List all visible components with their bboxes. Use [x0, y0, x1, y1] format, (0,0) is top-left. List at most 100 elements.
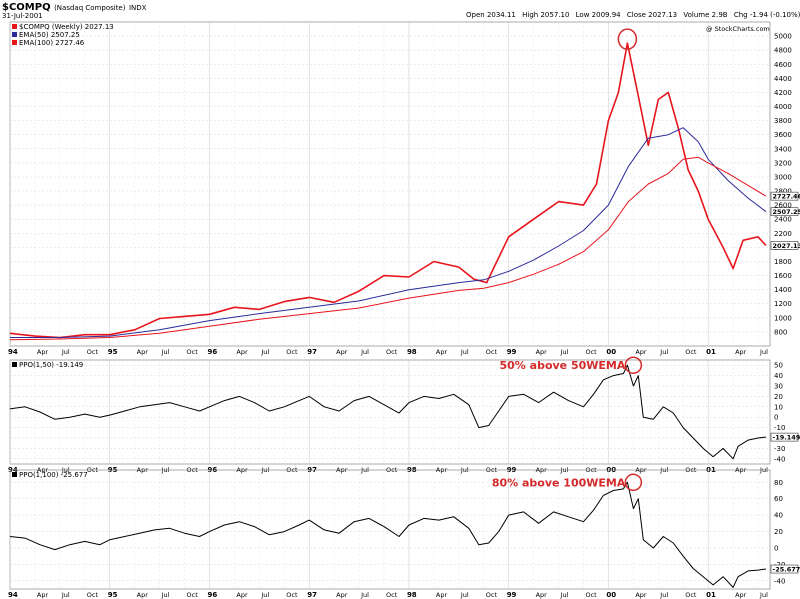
axis-badge-label: -19.149: [773, 434, 800, 442]
x-tick-label: 01: [706, 348, 716, 356]
axis-badge: [770, 432, 799, 442]
chart-date: 31-Jul-2001: [2, 12, 43, 20]
y-tick-label: 2600: [774, 202, 792, 210]
x-tick-label: Oct: [87, 591, 99, 599]
legend-entry: EMA(50) 2507.25: [19, 31, 80, 39]
y-tick-label: 3200: [774, 159, 792, 167]
x-tick-label: 95: [108, 591, 118, 599]
x-tick-label: Oct: [585, 591, 597, 599]
x-tick-label: 94: [8, 348, 18, 356]
series-line-ppo-1-100-: [9, 481, 767, 588]
legend-swatch: [12, 472, 17, 477]
axis-badge: [770, 564, 799, 574]
annotation-circle: [624, 473, 643, 492]
x-tick-label: 99: [507, 591, 517, 599]
x-tick-label: Apr: [236, 348, 248, 356]
legend-swatch: [12, 362, 17, 367]
x-tick-label: Jul: [260, 348, 269, 356]
series-line-ppo-1-50-: [9, 364, 767, 460]
y-tick-label: 2200: [774, 230, 792, 238]
y-tick-label: 30: [774, 383, 783, 391]
x-tick-label: Jul: [260, 591, 269, 599]
x-tick-label: Oct: [585, 348, 597, 356]
x-tick-label: 97: [307, 591, 317, 599]
x-tick-label: Jul: [659, 348, 668, 356]
x-tick-label: Apr: [635, 591, 647, 599]
y-tick-label: 4400: [774, 75, 792, 83]
y-tick-label: 2800: [774, 188, 792, 196]
x-tick-label: Apr: [37, 591, 49, 599]
y-tick-label: 40: [774, 512, 783, 520]
y-tick-label: 5000: [774, 33, 792, 41]
x-tick-label: 96: [207, 591, 217, 599]
y-tick-label: 3400: [774, 145, 792, 153]
x-tick-label: Apr: [436, 348, 448, 356]
legend-entry: $COMPQ (Weekly) 2027.13: [19, 23, 114, 31]
x-tick-label: Oct: [486, 348, 498, 356]
annotation-label: 50% above 50WEMA: [499, 359, 625, 372]
x-tick-label: Apr: [336, 591, 348, 599]
x-tick-label: Oct: [685, 591, 697, 599]
y-tick-label: 4200: [774, 89, 792, 97]
x-tick-label: Jul: [61, 591, 70, 599]
x-tick-label: Oct: [286, 591, 298, 599]
y-tick-label: 0: [774, 544, 778, 552]
x-tick-label: Jul: [460, 348, 469, 356]
y-tick-label: 1000: [774, 314, 792, 322]
y-tick-label: 20: [774, 393, 783, 401]
legend-swatch: [12, 32, 17, 37]
x-tick-label: Apr: [37, 348, 49, 356]
y-tick-label: 80: [774, 479, 783, 487]
legend-entry: PPO(1,100) -25.677: [19, 471, 88, 479]
x-tick-label: Apr: [436, 591, 448, 599]
y-tick-label: 10: [774, 403, 783, 411]
y-tick-label: -40: [774, 577, 785, 585]
x-tick-label: Oct: [486, 591, 498, 599]
legend-entry: PPO(1,50) -19.149: [19, 361, 83, 369]
symbol-title: $COMPQ (Nasdaq Composite) INDX: [2, 2, 147, 13]
y-tick-label: 800: [774, 328, 787, 336]
axis-badge: [770, 207, 799, 216]
x-tick-label: 00: [606, 591, 616, 599]
y-tick-label: -10: [774, 424, 785, 432]
x-tick-label: 01: [706, 591, 716, 599]
x-tick-label: Apr: [635, 348, 647, 356]
x-tick-label: Oct: [187, 348, 199, 356]
x-tick-label: Jul: [61, 348, 70, 356]
x-tick-label: 98: [407, 591, 417, 599]
x-tick-label: Jul: [659, 591, 668, 599]
axis-badge-label: 2027.13: [773, 242, 800, 250]
x-tick-label: Apr: [735, 591, 747, 599]
y-tick-label: 1600: [774, 272, 792, 280]
x-tick-label: Oct: [187, 591, 199, 599]
x-tick-label: Jul: [560, 348, 569, 356]
x-tick-label: Jul: [759, 348, 768, 356]
x-tick-label: 95: [108, 348, 118, 356]
y-tick-label: 0: [774, 414, 778, 422]
y-tick-label: -30: [774, 445, 785, 453]
x-tick-label: Apr: [536, 591, 548, 599]
x-tick-label: Apr: [137, 591, 149, 599]
legend-swatch: [12, 40, 17, 45]
x-tick-label: Oct: [386, 591, 398, 599]
y-tick-label: 2400: [774, 216, 792, 224]
x-tick-label: Oct: [286, 348, 298, 356]
series-line-ema-50-: [10, 127, 767, 338]
legend-entry: EMA(100) 2727.46: [19, 39, 85, 47]
x-tick-label: Apr: [536, 348, 548, 356]
x-tick-label: Apr: [137, 348, 149, 356]
y-tick-label: 50: [774, 362, 783, 370]
x-tick-label: Apr: [236, 591, 248, 599]
axis-badge-label: 2507.25: [773, 208, 800, 216]
series-line--compq-weekly-: [9, 42, 767, 339]
y-tick-label: 4600: [774, 61, 792, 69]
y-tick-label: 1800: [774, 258, 792, 266]
series-line-ema-100-: [9, 156, 767, 341]
peak-circle: [617, 28, 638, 50]
annotation-label: 80% above 100WEMA: [492, 476, 626, 489]
y-tick-label: 4000: [774, 103, 792, 111]
y-tick-label: 1400: [774, 286, 792, 294]
x-tick-label: 94: [8, 591, 18, 599]
annotation-circle: [624, 356, 643, 374]
